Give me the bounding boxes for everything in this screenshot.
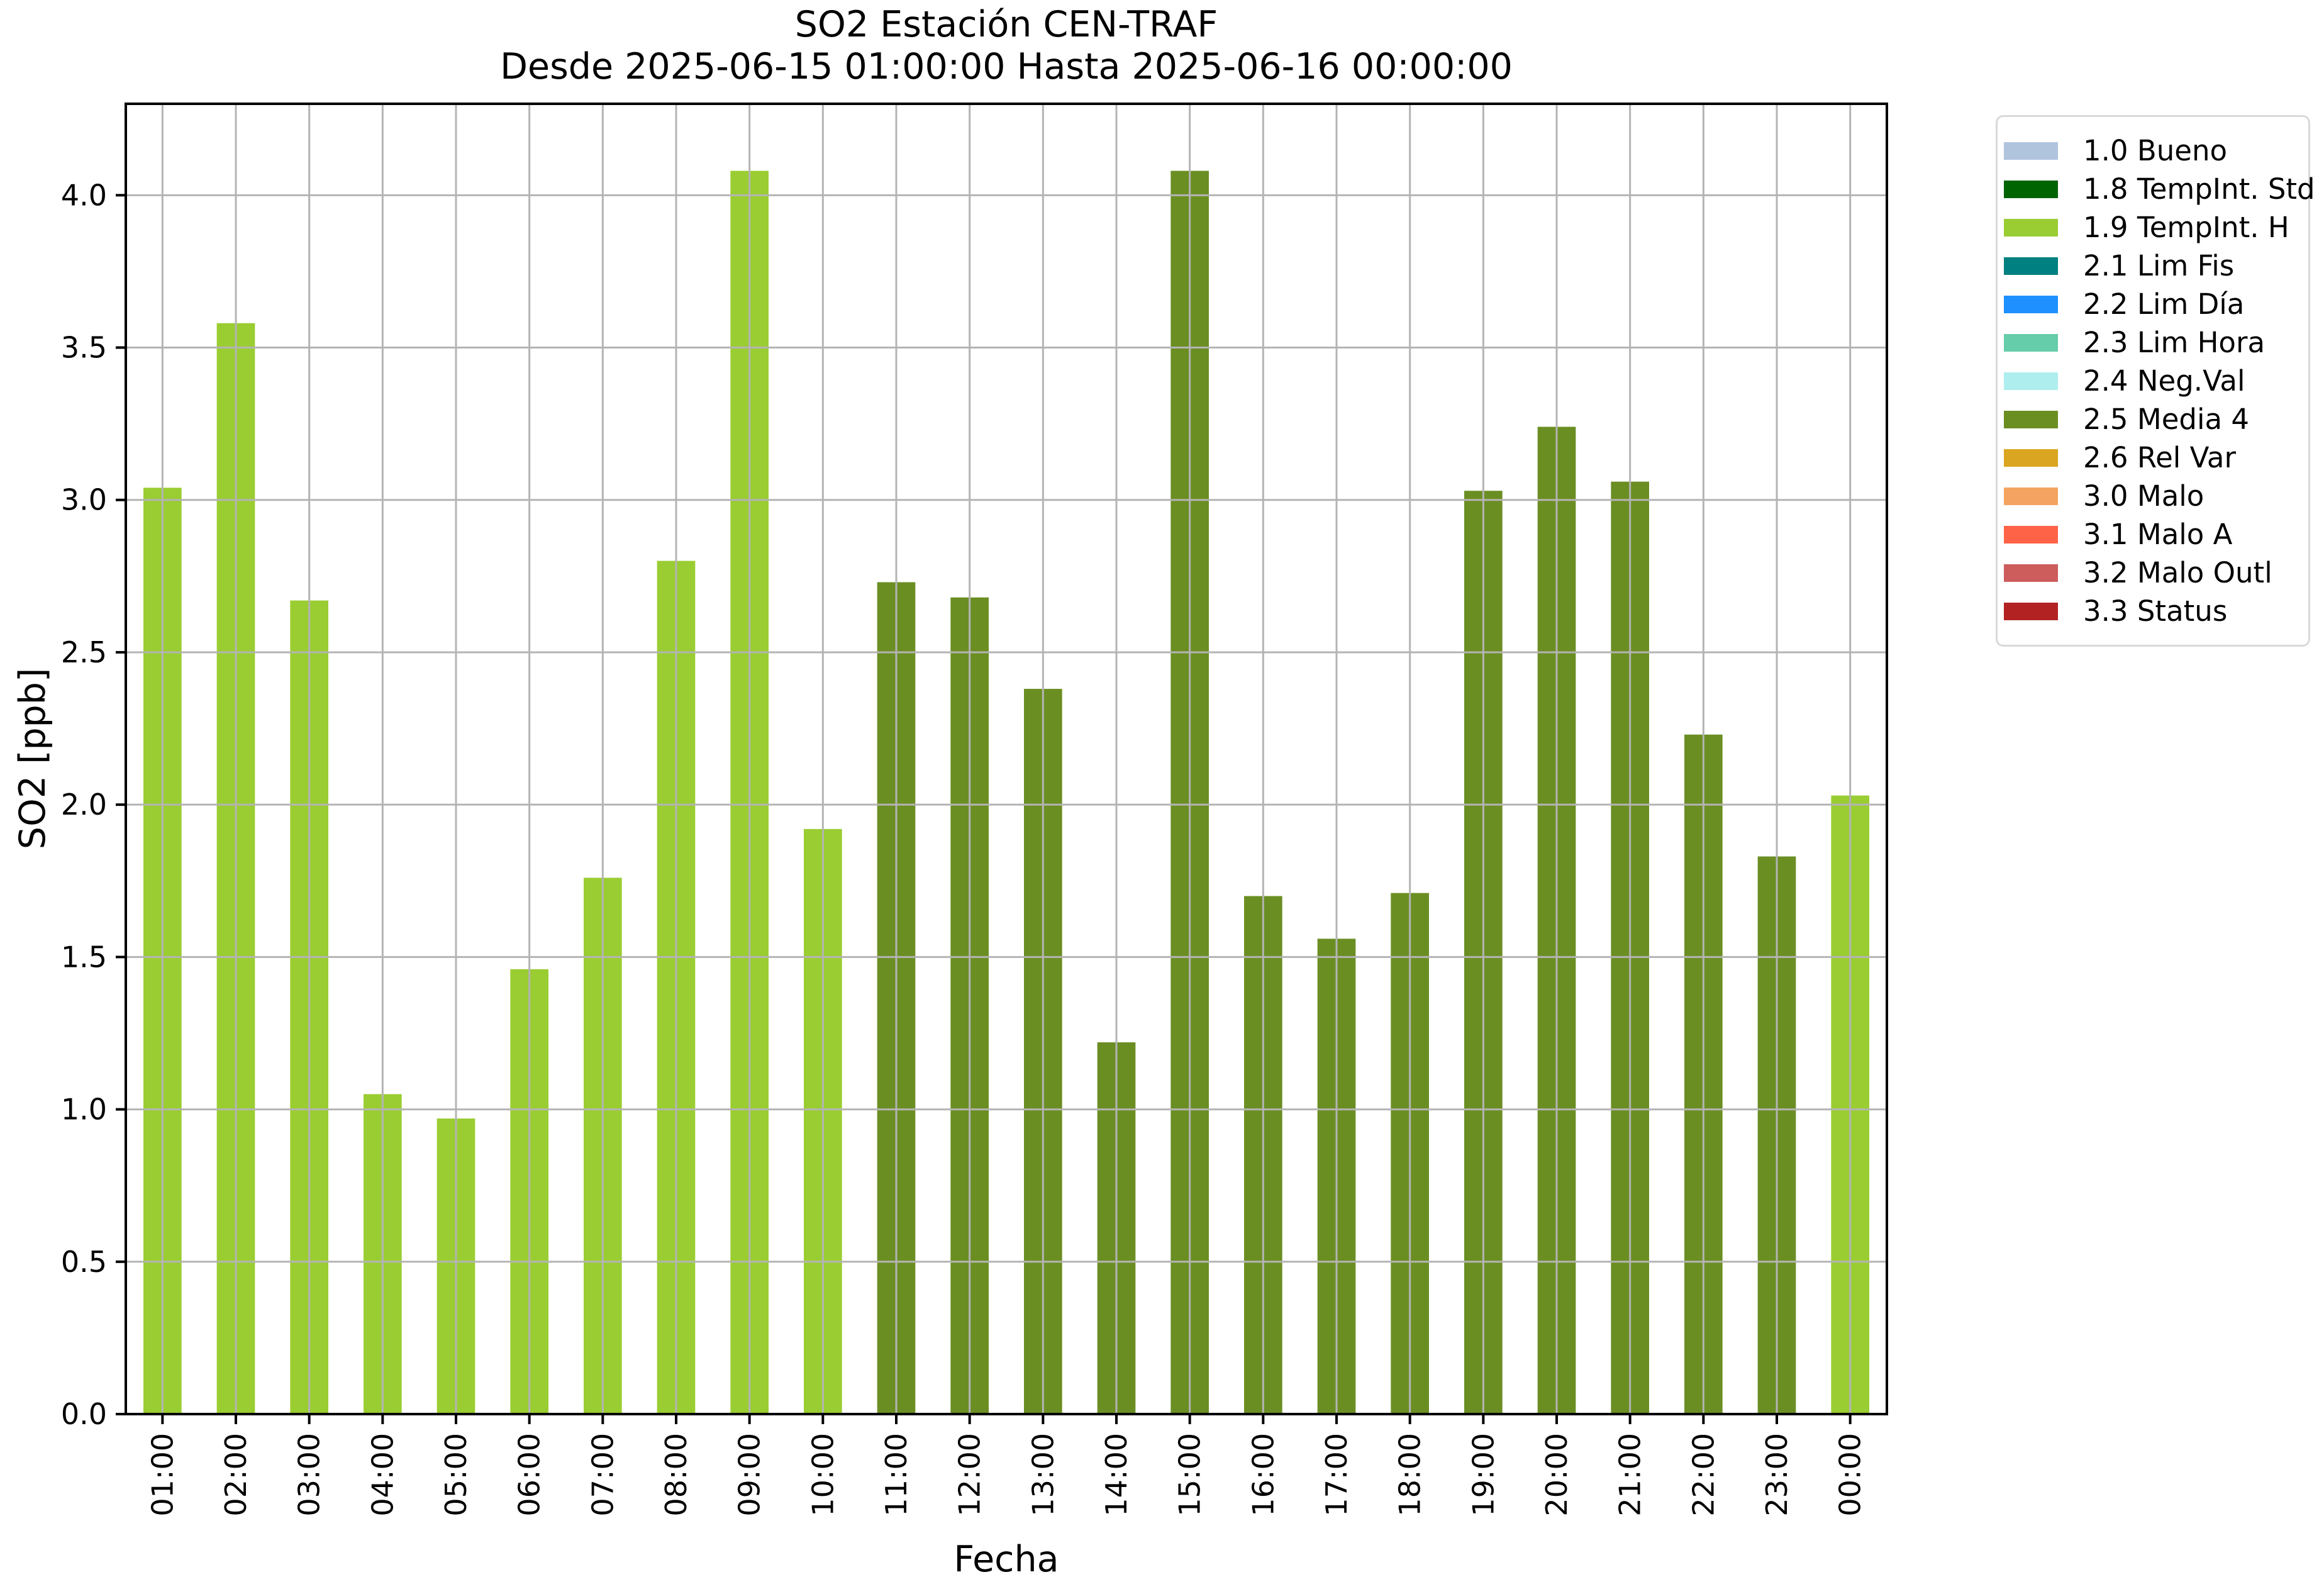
- legend-swatch: [2004, 257, 2058, 275]
- legend-label: 2.5 Media 4: [2083, 403, 2249, 436]
- x-tick-label: 08:00: [659, 1433, 693, 1517]
- legend-item: 2.5 Media 4: [2004, 400, 2296, 438]
- legend-swatch: [2004, 410, 2058, 428]
- legend-item: 1.0 Bueno: [2004, 131, 2296, 170]
- legend-label: 1.9 TempInt. H: [2083, 211, 2289, 244]
- x-tick-label: 04:00: [365, 1433, 399, 1517]
- x-tick-label: 14:00: [1099, 1433, 1133, 1517]
- x-tick-label: 23:00: [1760, 1433, 1794, 1517]
- x-tick-label: 03:00: [292, 1433, 326, 1517]
- legend-swatch: [2004, 487, 2058, 505]
- x-tick-label: 06:00: [513, 1433, 547, 1517]
- x-tick-label: 21:00: [1613, 1433, 1647, 1517]
- legend-swatch: [2004, 142, 2058, 160]
- legend-swatch: [2004, 180, 2058, 198]
- legend-label: 3.2 Malo Outl: [2083, 556, 2272, 589]
- x-tick-label: 11:00: [879, 1433, 913, 1517]
- legend-item: 2.6 Rel Var: [2004, 438, 2296, 477]
- x-tick-label: 01:00: [145, 1433, 179, 1517]
- legend-swatch: [2004, 333, 2058, 352]
- legend-swatch: [2004, 602, 2058, 620]
- x-tick-label: 17:00: [1320, 1433, 1354, 1517]
- x-tick-label: 07:00: [586, 1433, 620, 1517]
- legend-label: 2.3 Lim Hora: [2083, 326, 2266, 359]
- x-tick-label: 15:00: [1173, 1433, 1207, 1517]
- legend-swatch: [2004, 372, 2058, 390]
- legend-label: 2.2 Lim Día: [2083, 287, 2245, 321]
- legend-item: 3.0 Malo: [2004, 477, 2296, 515]
- y-tick-label: 0.5: [61, 1245, 107, 1279]
- legend-item: 2.1 Lim Fis: [2004, 247, 2296, 285]
- x-tick-label: 12:00: [953, 1433, 987, 1517]
- legend-item: 2.3 Lim Hora: [2004, 323, 2296, 362]
- legend-label: 3.1 Malo A: [2083, 518, 2233, 551]
- y-tick-label: 1.0: [61, 1093, 107, 1127]
- legend-swatch: [2004, 218, 2058, 237]
- x-tick-label: 22:00: [1686, 1433, 1720, 1517]
- x-tick-label: 05:00: [439, 1433, 473, 1517]
- y-tick-label: 1.5: [61, 940, 107, 974]
- legend-label: 2.1 Lim Fis: [2083, 249, 2235, 282]
- legend-swatch: [2004, 525, 2058, 543]
- x-tick-label: 18:00: [1393, 1433, 1427, 1517]
- legend-item: 1.9 TempInt. H: [2004, 208, 2296, 247]
- chart-title: SO2 Estación CEN-TRAF: [794, 4, 1218, 45]
- y-tick-label: 4.0: [61, 178, 107, 212]
- x-tick-label: 13:00: [1026, 1433, 1060, 1517]
- legend-swatch: [2004, 564, 2058, 582]
- legend-item: 3.1 Malo A: [2004, 515, 2296, 554]
- legend-item: 2.4 Neg.Val: [2004, 362, 2296, 400]
- y-tick-label: 3.0: [61, 483, 107, 517]
- x-tick-label: 09:00: [733, 1433, 767, 1517]
- chart-title-block: SO2 Estación CEN-TRAF Desde 2025-06-15 0…: [126, 4, 1887, 89]
- x-tick-label: 00:00: [1833, 1433, 1867, 1517]
- y-axis-label: SO2 [ppb]: [12, 667, 53, 850]
- legend-label: 1.8 TempInt. Std: [2083, 172, 2315, 206]
- plot-spines: [125, 103, 1888, 1415]
- legend-swatch: [2004, 449, 2058, 467]
- x-tick-label: 19:00: [1466, 1433, 1500, 1517]
- x-tick-label: 16:00: [1246, 1433, 1280, 1517]
- y-tick-label: 3.5: [61, 331, 107, 365]
- legend-label: 3.0 Malo: [2083, 479, 2204, 513]
- x-tick-label: 02:00: [219, 1433, 253, 1517]
- legend-item: 3.3 Status: [2004, 592, 2296, 630]
- y-tick-label: 2.5: [61, 635, 107, 669]
- y-tick-label: 2.0: [61, 788, 107, 822]
- legend-item: 2.2 Lim Día: [2004, 285, 2296, 323]
- legend-item: 3.2 Malo Outl: [2004, 554, 2296, 592]
- x-tick-label: 10:00: [806, 1433, 840, 1517]
- x-tick-label: 20:00: [1540, 1433, 1574, 1517]
- legend-label: 1.0 Bueno: [2083, 134, 2227, 167]
- legend: 1.0 Bueno 1.8 TempInt. Std 1.9 TempInt. H 2…: [1996, 115, 2315, 647]
- legend-item: 1.8 TempInt. Std: [2004, 170, 2315, 208]
- x-axis-label: Fecha: [954, 1539, 1059, 1580]
- legend-swatch: [2004, 295, 2058, 313]
- chart-subtitle: Desde 2025-06-15 01:00:00 Hasta 2025-06-…: [500, 46, 1513, 88]
- y-tick-label: 0.0: [61, 1397, 107, 1431]
- legend-label: 2.4 Neg.Val: [2083, 364, 2245, 398]
- legend-label: 2.6 Rel Var: [2083, 441, 2236, 474]
- legend-label: 3.3 Status: [2083, 594, 2228, 628]
